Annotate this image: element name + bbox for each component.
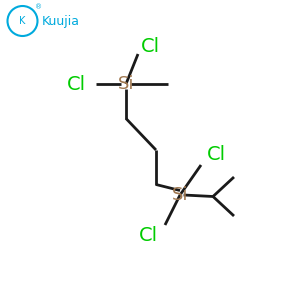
- Text: Cl: Cl: [206, 145, 226, 164]
- Text: Cl: Cl: [140, 37, 160, 56]
- Text: Cl: Cl: [67, 74, 86, 94]
- Text: Si: Si: [172, 186, 188, 204]
- Text: Cl: Cl: [139, 226, 158, 245]
- Text: ®: ®: [35, 4, 43, 10]
- Text: Kuujia: Kuujia: [42, 14, 80, 28]
- Text: Si: Si: [118, 75, 134, 93]
- Text: K: K: [19, 16, 26, 26]
